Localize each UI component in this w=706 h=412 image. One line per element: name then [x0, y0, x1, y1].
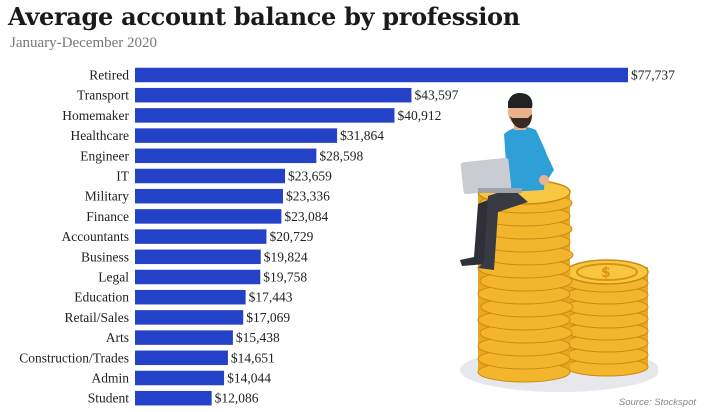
- category-label: IT: [116, 169, 129, 184]
- bar-arts: [135, 330, 233, 345]
- value-label: $23,336: [286, 189, 330, 204]
- bar-education: [135, 289, 246, 305]
- bar-it: [135, 168, 286, 184]
- person-with-laptop-icon: $: [460, 93, 658, 392]
- bar-healthcare: [135, 128, 338, 143]
- source-note: Source: Stockspot: [618, 397, 696, 408]
- value-label: $28,598: [319, 148, 363, 163]
- value-label: $23,084: [284, 209, 328, 224]
- chart-subtitle: January-December 2020: [10, 35, 158, 51]
- bar-finance: [135, 209, 282, 224]
- category-label: Transport: [77, 88, 129, 103]
- value-label: $14,044: [227, 371, 271, 386]
- category-label: Retail/Sales: [65, 310, 130, 325]
- bar-admin: [135, 370, 225, 386]
- chart-title: Average account balance by profession: [8, 2, 520, 31]
- value-label: $17,443: [249, 290, 293, 305]
- category-label: Arts: [106, 330, 129, 345]
- svg-text:$: $: [601, 265, 611, 281]
- category-label: Healthcare: [71, 128, 129, 143]
- value-label: $19,758: [263, 270, 307, 285]
- value-label: $43,597: [414, 88, 458, 103]
- category-label: Construction/Trades: [19, 350, 129, 365]
- category-label: Student: [88, 391, 130, 406]
- bar-retail-sales: [135, 310, 244, 325]
- bar-legal: [135, 269, 261, 285]
- value-label: $31,864: [340, 128, 384, 143]
- category-label: Military: [85, 189, 129, 204]
- category-label: Education: [74, 290, 129, 305]
- category-label: Engineer: [80, 148, 129, 163]
- value-label: $40,912: [397, 108, 441, 123]
- value-label: $23,659: [288, 169, 332, 184]
- bar-retired: [135, 67, 628, 83]
- category-label: Business: [81, 249, 129, 264]
- bar-construction-trades: [135, 350, 228, 366]
- category-label: Homemaker: [62, 108, 129, 123]
- value-label: $15,438: [236, 330, 280, 345]
- value-label: $77,737: [631, 68, 675, 83]
- bar-business: [135, 249, 261, 265]
- bar-accountants: [135, 229, 267, 244]
- value-label: $14,651: [231, 350, 275, 365]
- category-label: Legal: [98, 270, 129, 285]
- bar-engineer: [135, 148, 317, 164]
- value-label: $19,824: [264, 249, 308, 264]
- value-label: $20,729: [269, 229, 313, 244]
- category-label: Accountants: [62, 229, 129, 244]
- value-label: $12,086: [215, 391, 259, 406]
- bar-student: [135, 390, 212, 406]
- category-label: Finance: [86, 209, 129, 224]
- bar-transport: [135, 87, 412, 103]
- value-label: $17,069: [246, 310, 290, 325]
- coin-stack-icon: $: [565, 259, 649, 377]
- category-label: Admin: [91, 371, 129, 386]
- category-label: Retired: [89, 68, 129, 83]
- bar-military: [135, 188, 283, 204]
- bar-homemaker: [135, 108, 395, 123]
